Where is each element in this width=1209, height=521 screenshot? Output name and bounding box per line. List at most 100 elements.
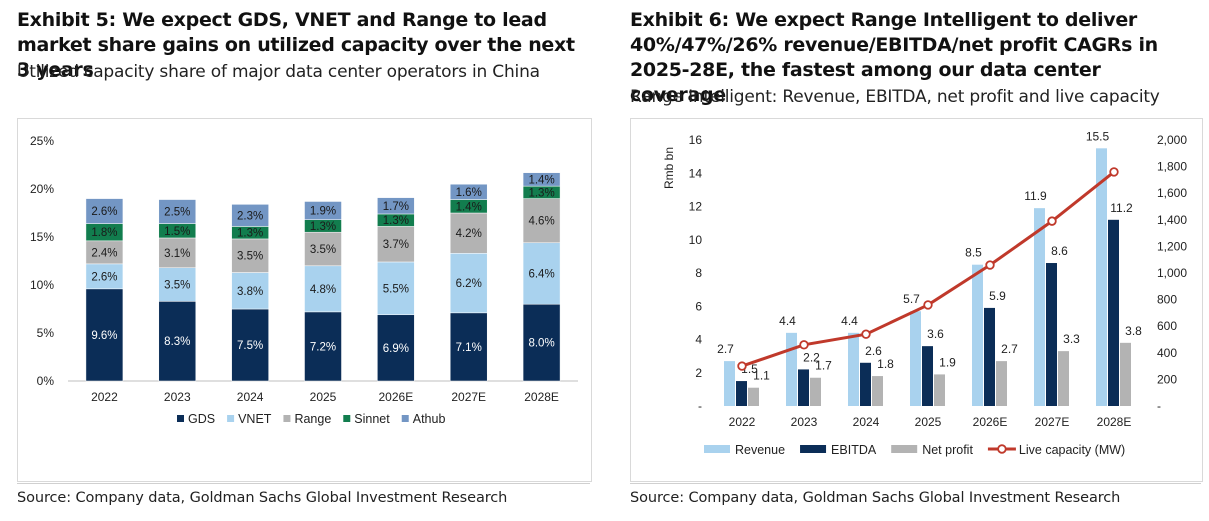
data-label-net-profit: 2.7 <box>1001 342 1018 356</box>
data-label-ebitda: 8.6 <box>1051 244 1068 258</box>
y-tick-label: 8 <box>695 266 702 280</box>
data-label-vnet: 6.4% <box>528 268 554 280</box>
y-tick-label: 4 <box>695 333 702 347</box>
x-tick-label: 2024 <box>237 390 264 404</box>
data-label-revenue: 8.5 <box>965 246 982 260</box>
y-tick-label: 10% <box>30 278 54 292</box>
bar-gds-2027e <box>449 312 488 382</box>
legend-swatch-net-profit <box>891 445 918 453</box>
bar-revenue-2028e <box>1096 148 1107 406</box>
data-label-athub: 1.9% <box>310 206 336 218</box>
data-label-sinnet: 1.8% <box>91 227 117 239</box>
data-label-gds: 6.9% <box>383 343 409 355</box>
legend-label-gds: GDS <box>188 412 215 426</box>
data-label-sinnet: 1.4% <box>456 201 482 213</box>
legend-label-net-profit: Net profit <box>922 443 973 457</box>
data-label-net-profit: 1.1 <box>753 369 770 383</box>
exhibit-6-subtitle: Range Intelligent: Revenue, EBITDA, net … <box>630 87 1160 107</box>
bar-range-2026e <box>377 226 415 263</box>
y2-tick-label: 600 <box>1157 319 1177 333</box>
data-label-ebitda: 11.2 <box>1110 201 1133 215</box>
exhibit-6-source: Source: Company data, Goldman Sachs Glob… <box>630 490 1121 506</box>
bar-vnet-2022 <box>85 263 124 290</box>
bar-gds-2026e <box>377 314 415 382</box>
x-tick-label: 2028E <box>524 390 559 404</box>
data-label-net-profit: 1.9 <box>939 355 956 369</box>
y2-tick-label: 2,000 <box>1157 133 1187 147</box>
data-label-range: 3.7% <box>383 239 409 251</box>
line-marker-2023 <box>799 340 809 350</box>
data-label-gds: 7.5% <box>237 340 263 352</box>
data-label-ebitda: 2.2 <box>803 350 820 364</box>
y2-tick-label: 800 <box>1157 293 1177 307</box>
bar-range-2024 <box>231 238 269 273</box>
bar-revenue-2025 <box>910 311 921 406</box>
bar-ebitda-2024 <box>860 362 871 406</box>
data-label-vnet: 6.2% <box>456 278 482 290</box>
y-axis-title: Rmb bn <box>662 147 676 189</box>
x-tick-label: 2025 <box>310 390 337 404</box>
line-marker-2028e <box>1109 167 1119 177</box>
data-label-net-profit: 1.7 <box>815 359 832 373</box>
legend-label-range: Range <box>294 412 331 426</box>
data-label-revenue: 4.4 <box>841 314 858 328</box>
bar-athub-2025 <box>304 201 342 220</box>
data-label-gds: 7.1% <box>456 342 482 354</box>
legend-swatch-vnet <box>227 415 235 422</box>
x-tick-label: 2024 <box>853 415 880 429</box>
y2-tick-label: - <box>1157 399 1161 413</box>
bar-range-2023 <box>158 237 197 268</box>
data-label-net-profit: 1.8 <box>877 357 894 371</box>
data-label-gds: 8.3% <box>164 336 190 348</box>
x-tick-label: 2026E <box>379 390 414 404</box>
bar-vnet-2028e <box>522 242 561 305</box>
y-tick-label: 10 <box>689 233 703 247</box>
exhibit-5-stacked-bar-chart: 0% 5% 10% 15% 20% 25% 2022 9.6% 2.6% 2.4% 1.8% 2.6%… <box>30 134 578 426</box>
bar-ebitda-2027e <box>1046 263 1057 406</box>
legend-label-athub: Athub <box>413 412 446 426</box>
data-label-sinnet: 1.3% <box>310 221 336 233</box>
exhibit-6-panel: Exhibit 6: We expect Range Intelligent t… <box>614 0 1209 521</box>
bar-ebitda-2028e <box>1108 219 1119 406</box>
x-tick-label: 2028E <box>1097 415 1132 429</box>
bar-vnet-2025 <box>304 265 342 313</box>
y-tick-label: 5% <box>37 326 55 340</box>
y2-tick-label: 1,400 <box>1157 213 1187 227</box>
data-label-net-profit: 3.3 <box>1063 332 1080 346</box>
legend-swatch-sinnet <box>343 415 351 422</box>
y2-tick-label: 1,000 <box>1157 266 1187 280</box>
x-tick-label: 2027E <box>1035 415 1070 429</box>
y2-tick-label: 400 <box>1157 346 1177 360</box>
y-tick-label: 15% <box>30 230 54 244</box>
data-label-vnet: 2.6% <box>91 271 117 283</box>
x-tick-label: 2023 <box>791 415 818 429</box>
data-label-sinnet: 1.3% <box>237 228 263 240</box>
y2-tick-label: 200 <box>1157 372 1177 386</box>
bar-athub-2023 <box>158 199 197 224</box>
exhibit-5-subtitle: Utilized capacity share of major data ce… <box>17 62 540 82</box>
line-marker-2027e <box>1047 216 1057 226</box>
bar-net-profit-2023 <box>810 377 821 406</box>
bar-ebitda-2026e <box>984 307 995 406</box>
data-label-gds: 9.6% <box>91 330 117 342</box>
line-marker-2025 <box>923 300 933 310</box>
bar-vnet-2024 <box>231 272 269 310</box>
data-label-gds: 7.2% <box>310 341 336 353</box>
legend-label-vnet: VNET <box>238 412 272 426</box>
data-label-range: 4.2% <box>456 228 482 240</box>
data-label-vnet: 5.5% <box>383 283 409 295</box>
legend-swatch-marker-live-capacity-mw <box>997 444 1007 454</box>
bar-athub-2027e <box>449 183 488 200</box>
exhibit-5-panel: Exhibit 5: We expect GDS, VNET and Range… <box>0 0 600 521</box>
bar-net-profit-2024 <box>872 376 883 406</box>
bar-revenue-2024 <box>848 332 859 406</box>
y-tick-label: 6 <box>695 299 702 313</box>
data-label-revenue: 4.4 <box>779 314 796 328</box>
bar-vnet-2027e <box>449 253 488 314</box>
data-label-range: 3.1% <box>164 248 190 260</box>
y-tick-label: 16 <box>689 133 703 147</box>
exhibit-6-combo-chart: Rmb bn - 2 4 6 8 10 12 14 16 - 200 400 600 800 1,000 1,2… <box>662 129 1187 457</box>
exhibit-6-chart-frame: Rmb bn - 2 4 6 8 10 12 14 16 - 200 400 600 800 1,000 1,2… <box>630 118 1203 482</box>
legend-label-live-capacity-mw: Live capacity (MW) <box>1019 443 1125 457</box>
legend-label-ebitda: EBITDA <box>831 443 877 457</box>
